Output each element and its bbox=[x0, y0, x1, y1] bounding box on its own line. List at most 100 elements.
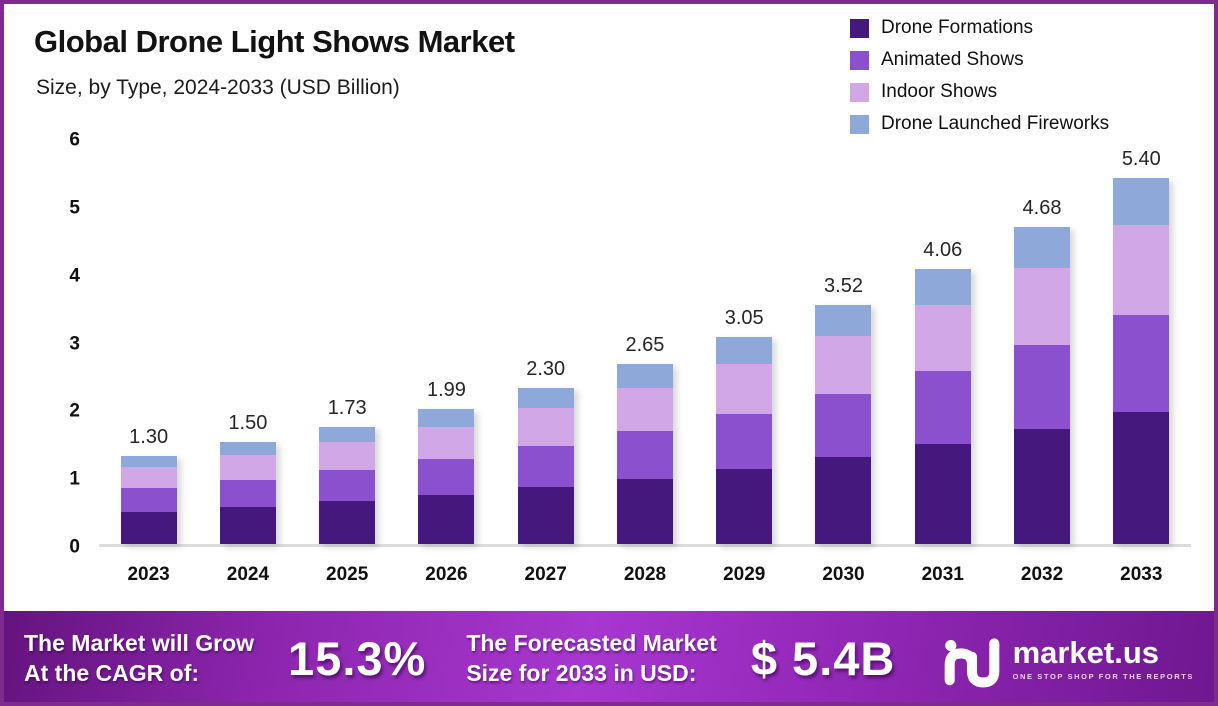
bar-total-label: 1.73 bbox=[327, 396, 367, 419]
stacked-bar bbox=[1014, 226, 1071, 544]
bar-segment bbox=[120, 466, 177, 489]
bar-column: 4.06 bbox=[893, 140, 992, 544]
y-tick-label: 5 bbox=[69, 197, 80, 219]
brand-text: market.us ONE STOP SHOP FOR THE REPORTS bbox=[1013, 637, 1194, 681]
x-axis-label: 2031 bbox=[921, 564, 964, 585]
stacked-bar bbox=[120, 455, 177, 544]
bar-total-label: 2.65 bbox=[625, 334, 665, 357]
legend-item: Indoor Shows bbox=[850, 76, 1109, 108]
stacked-bar bbox=[815, 305, 872, 544]
legend-swatch-icon bbox=[850, 50, 869, 70]
forecast-label-line2: Size for 2033 in USD: bbox=[466, 659, 697, 686]
bar-segment bbox=[1113, 411, 1170, 544]
bar-segment bbox=[418, 459, 475, 496]
legend-item: Drone Formations bbox=[850, 12, 1109, 44]
bar-segment bbox=[914, 444, 971, 544]
bar-segment bbox=[517, 445, 574, 487]
bar-total-label: 4.06 bbox=[923, 238, 963, 261]
cagr-label: The Market will Grow At the CAGR of: bbox=[24, 629, 254, 689]
bar-segment bbox=[1014, 428, 1071, 544]
bar-segment bbox=[616, 478, 673, 544]
chart-plot-area: 1.30 1.50 1.73 1.99 2.30 2.65 3.05 3.52 4.06 4.68… bbox=[99, 140, 1191, 586]
x-axis-label: 2033 bbox=[1120, 564, 1163, 585]
forecast-value: $ 5.4B bbox=[750, 632, 896, 685]
stacked-bar bbox=[1113, 177, 1170, 544]
stacked-bar bbox=[517, 388, 574, 544]
y-tick-label: 0 bbox=[69, 536, 80, 558]
cagr-value: 15.3% bbox=[288, 632, 427, 685]
bar-total-label: 5.40 bbox=[1121, 147, 1161, 170]
bar-total-label: 3.52 bbox=[824, 275, 863, 298]
bar-segment bbox=[517, 408, 574, 446]
bar-segment bbox=[517, 388, 574, 409]
bar-segment bbox=[815, 394, 872, 458]
legend-swatch-icon bbox=[850, 18, 869, 38]
bar-segment bbox=[914, 304, 971, 372]
bar-total-label: 1.50 bbox=[228, 412, 268, 435]
bar-column: 2.30 bbox=[496, 140, 595, 544]
brand-lockup: market.us ONE STOP SHOP FOR THE REPORTS bbox=[943, 630, 1194, 688]
cagr-label-line1: The Market will Grow bbox=[24, 629, 255, 656]
y-tick-label: 4 bbox=[69, 265, 80, 287]
bar-segment bbox=[319, 470, 376, 502]
stacked-bar bbox=[914, 268, 971, 544]
bar-column: 1.99 bbox=[397, 140, 496, 544]
bar-segment bbox=[319, 426, 376, 442]
stacked-bar bbox=[319, 426, 376, 544]
bar-segment bbox=[319, 441, 376, 471]
bar-segment bbox=[1014, 267, 1071, 345]
bar-segment bbox=[418, 495, 475, 544]
bar-segment bbox=[815, 305, 872, 337]
bar-total-label: 3.05 bbox=[724, 307, 764, 330]
y-axis: 0 1 2 3 4 5 6 bbox=[34, 131, 80, 557]
bar-column: 2.65 bbox=[595, 140, 694, 544]
bar-segment bbox=[616, 364, 673, 389]
x-axis-label: 2029 bbox=[723, 564, 766, 585]
bar-segment bbox=[517, 487, 574, 544]
market-us-logo-icon bbox=[944, 637, 999, 687]
x-axis-labels: 2023 2024 2025 2026 2027 2028 2029 2030 2031 2032… bbox=[99, 564, 1191, 586]
stacked-bar bbox=[418, 409, 475, 544]
y-tick-label: 2 bbox=[69, 400, 80, 422]
bar-segment bbox=[914, 268, 971, 305]
bar-segment bbox=[716, 337, 773, 365]
x-axis-label: 2026 bbox=[425, 564, 468, 585]
legend-swatch-icon bbox=[850, 114, 869, 134]
legend-item: Drone Launched Fireworks bbox=[850, 108, 1109, 140]
bar-column: 4.68 bbox=[992, 140, 1091, 544]
page-subtitle: Size, by Type, 2024-2033 (USD Billion) bbox=[36, 76, 400, 99]
x-axis-label: 2024 bbox=[226, 564, 270, 585]
legend-item: Animated Shows bbox=[850, 44, 1109, 76]
bar-segment bbox=[616, 431, 673, 479]
bar-segment bbox=[1014, 226, 1071, 268]
bar-total-label: 1.30 bbox=[129, 425, 169, 448]
bar-segment bbox=[716, 364, 773, 414]
bar-total-label: 2.30 bbox=[526, 358, 566, 381]
bar-segment bbox=[616, 388, 673, 432]
bar-segment bbox=[1113, 225, 1170, 315]
forecast-label-line1: The Forecasted Market bbox=[466, 629, 717, 656]
stacked-bar bbox=[616, 364, 673, 544]
bar-column: 1.50 bbox=[198, 140, 297, 544]
bar-segment bbox=[120, 512, 177, 544]
x-axis-label: 2030 bbox=[822, 564, 865, 585]
bar-segment bbox=[219, 506, 276, 544]
y-tick-label: 6 bbox=[69, 129, 80, 151]
bar-segment bbox=[914, 371, 971, 445]
bar-segment bbox=[219, 455, 276, 480]
cagr-label-line2: At the CAGR of: bbox=[24, 659, 200, 686]
bar-segment bbox=[319, 501, 376, 544]
bar-segment bbox=[1014, 344, 1071, 429]
bar-segment bbox=[1113, 177, 1170, 226]
bar-segment bbox=[219, 442, 276, 456]
bars-container: 1.30 1.50 1.73 1.99 2.30 2.65 3.05 3.52 4.06 4.68… bbox=[99, 140, 1191, 547]
y-tick-label: 1 bbox=[69, 468, 80, 490]
bar-segment bbox=[120, 488, 177, 513]
bar-segment bbox=[418, 409, 475, 427]
x-axis-label: 2025 bbox=[326, 564, 369, 585]
x-axis-label: 2028 bbox=[623, 564, 667, 585]
bar-segment bbox=[219, 479, 276, 507]
page-title: Global Drone Light Shows Market bbox=[34, 24, 515, 59]
stacked-bar bbox=[716, 337, 773, 544]
bar-segment bbox=[120, 455, 177, 467]
